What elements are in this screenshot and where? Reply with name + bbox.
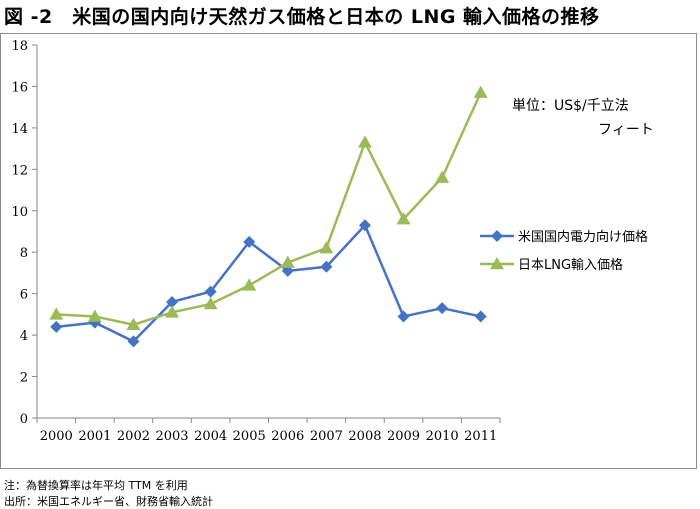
x-tick-label: 2006 bbox=[271, 429, 304, 444]
y-tick-label: 0 bbox=[20, 412, 28, 427]
series-line bbox=[56, 92, 482, 326]
data-point bbox=[204, 285, 217, 298]
x-tick-label: 2002 bbox=[117, 429, 150, 444]
data-point bbox=[243, 235, 256, 248]
data-point bbox=[87, 309, 102, 322]
series-1 bbox=[50, 219, 487, 348]
x-tick-label: 2010 bbox=[426, 429, 459, 444]
axes bbox=[32, 44, 501, 423]
unit-label-line2: フィート bbox=[598, 122, 654, 138]
legend-marker bbox=[490, 257, 504, 270]
note-exchange-rate: 注：為替換算率は年平均 TTM を利用 bbox=[4, 479, 188, 492]
y-tick-label: 10 bbox=[11, 205, 28, 220]
figure-title: 図 -2 米国の国内向け天然ガス価格と日本の LNG 輸入価格の推移 bbox=[4, 6, 600, 28]
data-point bbox=[396, 212, 411, 225]
y-tick-label: 2 bbox=[20, 371, 28, 386]
series-group bbox=[49, 85, 488, 348]
x-tick-label: 2001 bbox=[78, 429, 111, 444]
data-point bbox=[203, 297, 218, 310]
data-point bbox=[436, 302, 449, 315]
x-tick-label: 2007 bbox=[310, 429, 343, 444]
y-tick-label: 14 bbox=[11, 122, 28, 137]
data-point bbox=[166, 295, 179, 308]
unit-label-line1: 単位：US$/千立法 bbox=[512, 98, 629, 114]
data-point bbox=[50, 320, 63, 333]
data-point bbox=[397, 310, 410, 323]
data-point bbox=[358, 219, 371, 232]
x-tick-label: 2005 bbox=[233, 429, 266, 444]
x-tick-label: 2003 bbox=[155, 429, 188, 444]
x-tick-label: 2011 bbox=[464, 429, 497, 444]
data-point bbox=[127, 335, 140, 348]
line-chart: 0 2 4 6 8 10 12 14 16 18 2000 2001 2002 2003 2004 2005… bbox=[11, 39, 654, 444]
data-point bbox=[242, 278, 257, 291]
data-point bbox=[357, 135, 372, 148]
data-point bbox=[474, 310, 487, 323]
legend-marker bbox=[491, 230, 503, 242]
y-tick-label: 12 bbox=[11, 163, 28, 178]
data-point bbox=[49, 307, 64, 320]
chart-frame bbox=[0, 33, 697, 469]
legend-item-2: 日本LNG輸入価格 bbox=[480, 257, 623, 273]
x-tick-label: 2009 bbox=[387, 429, 420, 444]
data-point bbox=[126, 317, 141, 330]
series-2 bbox=[49, 85, 488, 330]
note-source: 出所：米国エネルギー省、財務省輸入統計 bbox=[4, 495, 213, 508]
x-tick-label: 2008 bbox=[348, 429, 381, 444]
y-tick-label: 18 bbox=[11, 39, 28, 54]
series-line bbox=[56, 224, 481, 343]
data-point bbox=[281, 264, 294, 277]
data-point bbox=[435, 170, 450, 183]
legend-label: 米国国内電力向け価格 bbox=[518, 229, 648, 245]
y-tick-labels: 0 2 4 6 8 10 12 14 16 18 bbox=[11, 39, 28, 427]
data-point bbox=[165, 305, 180, 318]
y-tick-label: 6 bbox=[20, 288, 28, 303]
data-point bbox=[473, 85, 488, 98]
data-point bbox=[320, 260, 333, 273]
legend-label: 日本LNG輸入価格 bbox=[518, 257, 623, 273]
y-tick-label: 4 bbox=[20, 329, 28, 344]
x-tick-label: 2004 bbox=[194, 429, 227, 444]
x-tick-labels: 2000 2001 2002 2003 2004 2005 2006 2007 2008 2009… bbox=[40, 429, 498, 444]
y-tick-label: 16 bbox=[11, 80, 28, 95]
legend-item-1: 米国国内電力向け価格 bbox=[480, 229, 648, 245]
data-point bbox=[280, 255, 295, 268]
data-point bbox=[319, 241, 334, 254]
x-tick-label: 2000 bbox=[40, 429, 73, 444]
y-tick-label: 8 bbox=[20, 246, 28, 261]
